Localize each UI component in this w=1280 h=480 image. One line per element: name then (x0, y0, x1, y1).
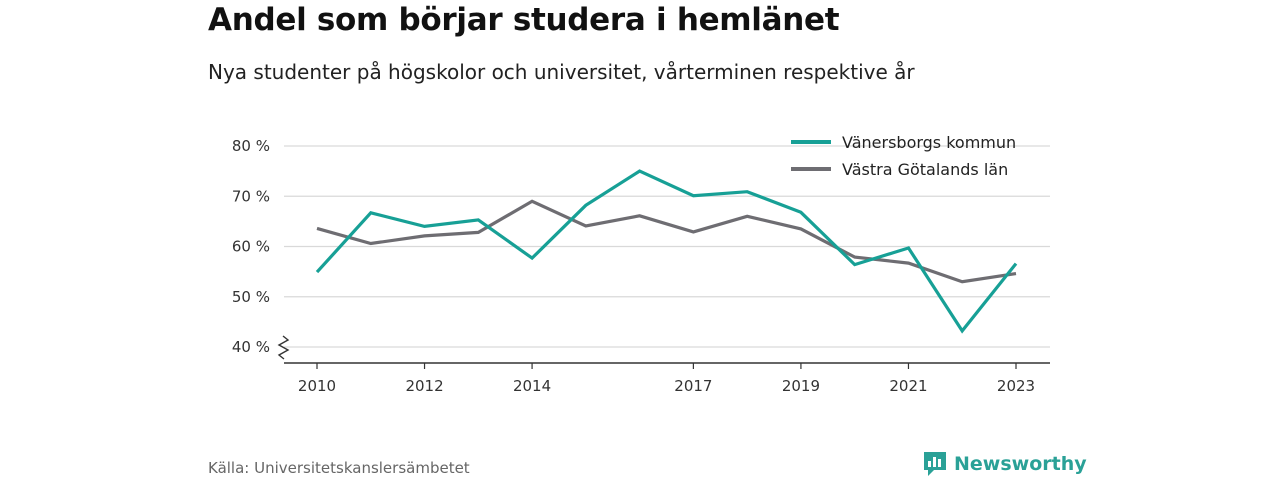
x-tick-label-2014: 2014 (513, 377, 551, 395)
y-axis-break-icon (277, 335, 290, 360)
x-tick-label-2010: 2010 (298, 377, 336, 395)
x-tick-label-2012: 2012 (405, 377, 443, 395)
x-tick-label-2023: 2023 (997, 377, 1035, 395)
y-tick-label-60: 60 % (232, 238, 270, 256)
chart-subtitle: Nya studenter på högskolor och universit… (208, 60, 915, 84)
grid-lines (284, 145, 1050, 348)
y-tick-label-40: 40 % (232, 338, 270, 356)
x-tick-label-2017: 2017 (674, 377, 712, 395)
y-tick-label-80: 80 % (232, 137, 270, 155)
y-tick-label-70: 70 % (232, 187, 270, 205)
legend-label-1: Vänersborgs kommun (842, 133, 1016, 152)
x-tick-label-2021: 2021 (889, 377, 927, 395)
series-lines (315, 169, 1018, 334)
legend: Vänersborgs kommun Västra Götalands län (791, 133, 1016, 179)
legend-label-2: Västra Götalands län (842, 160, 1008, 179)
axes: 40 % 50 % 60 % 70 % 80 % 2010 2012 2014 2017 2019… (232, 137, 1050, 395)
series-line-1 (315, 169, 1018, 334)
brand-name: Newsworthy (954, 453, 1087, 475)
series-line-2 (316, 199, 1017, 284)
brand-logo: Newsworthy (922, 450, 1087, 478)
x-tick-label-2019: 2019 (782, 377, 820, 395)
y-tick-label-50: 50 % (232, 288, 270, 306)
source-note: Källa: Universitetskanslersämbetet (208, 459, 470, 477)
chart-title: Andel som börjar studera i hemlänet (208, 2, 840, 38)
newsworthy-logo-icon (924, 452, 946, 476)
